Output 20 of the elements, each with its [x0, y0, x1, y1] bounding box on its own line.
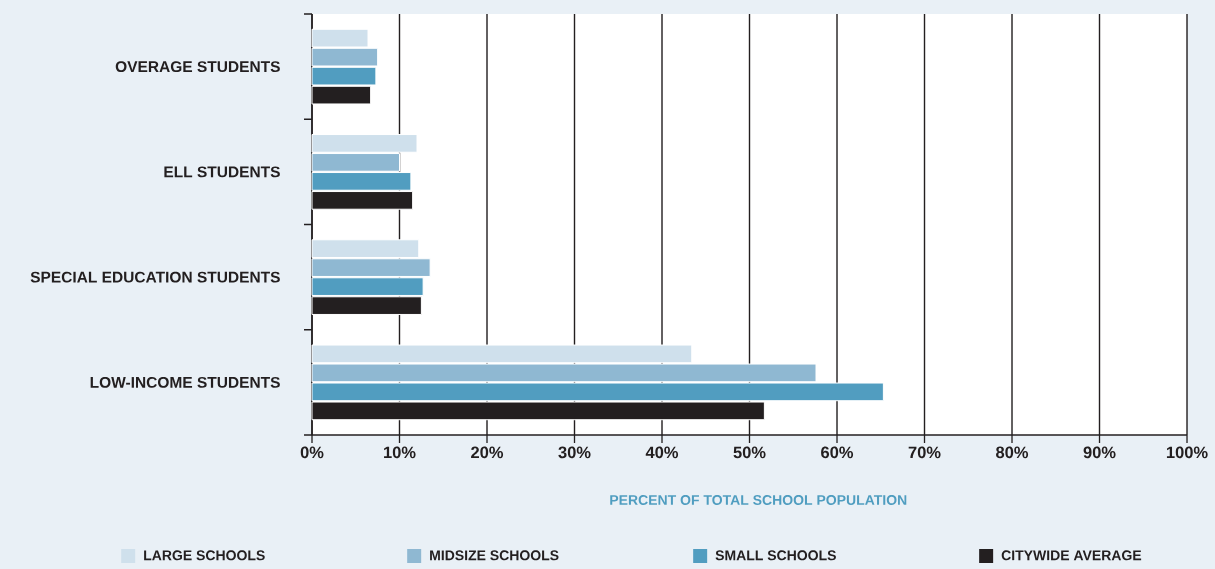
legend-label: LARGE SCHOOLS [144, 550, 265, 561]
x-tick-label: 10% [384, 446, 416, 459]
y-tick-label: ELL STUDENTS [164, 166, 280, 178]
x-tick-label: 80% [996, 446, 1029, 459]
y-tick-label: SPECIAL EDUCATION STUDENTS [30, 271, 280, 283]
y-tick-label: OVERAGE STUDENTS [115, 61, 280, 73]
legend-label: CITYWIDE AVERAGE [1001, 550, 1142, 561]
x-tick-label: 50% [733, 446, 766, 459]
x-axis-title: PERCENT OF TOTAL SCHOOL POPULATION [610, 495, 907, 505]
x-tick-label: 60% [821, 446, 854, 459]
x-tick-label: 20% [471, 446, 504, 459]
x-tick-label: 100% [1166, 446, 1208, 459]
y-tick-label: LOW-INCOME STUDENTS [90, 376, 280, 388]
x-tick-label: 40% [645, 446, 679, 459]
legend-label: MIDSIZE SCHOOLS [430, 550, 559, 561]
legend-label: SMALL SCHOOLS [715, 550, 836, 561]
x-tick-label: 0% [300, 446, 324, 459]
x-tick-label: 70% [908, 446, 941, 459]
x-tick-label: 90% [1083, 446, 1116, 459]
x-tick-label: 30% [558, 446, 591, 459]
